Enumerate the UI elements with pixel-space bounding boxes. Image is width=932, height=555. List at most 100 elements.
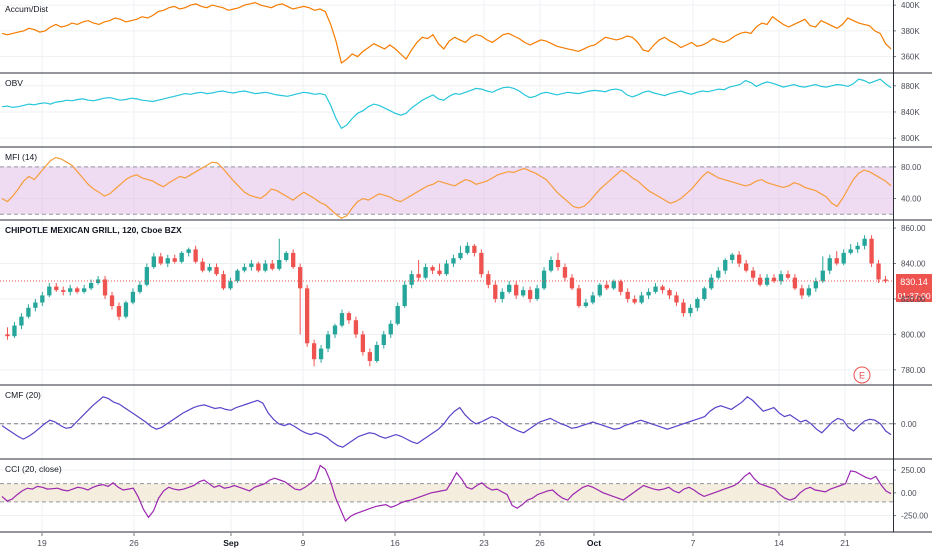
pane-mfi-14[interactable]: MFI (14) 80.00 40.00	[0, 152, 922, 219]
candle-down[interactable]	[353, 320, 359, 335]
time-axis[interactable]: 19 26 Sep 9 16 23 26 Oct 7 14 21	[37, 533, 850, 548]
candle-up[interactable]	[702, 288, 707, 299]
candle-up[interactable]	[88, 283, 94, 289]
candle-up[interactable]	[639, 295, 644, 303]
candle-down[interactable]	[479, 252, 484, 275]
candle-up[interactable]	[19, 316, 24, 326]
candle-up[interactable]	[444, 263, 449, 275]
candle-down[interactable]	[674, 295, 679, 303]
candle-up[interactable]	[820, 270, 825, 282]
candle-down[interactable]	[883, 279, 888, 282]
candle-down[interactable]	[109, 295, 115, 307]
candle-down[interactable]	[750, 270, 756, 278]
candle-up[interactable]	[40, 295, 45, 303]
candle-up[interactable]	[423, 267, 428, 278]
candle-down[interactable]	[221, 274, 226, 289]
candle-up[interactable]	[646, 291, 651, 296]
series-line[interactable]	[1, 78, 892, 130]
candle-down[interactable]	[562, 267, 568, 278]
candle-up[interactable]	[207, 267, 212, 271]
series-line[interactable]	[1, 464, 892, 523]
candle-down[interactable]	[604, 284, 609, 289]
candle-up[interactable]	[827, 258, 832, 271]
candle-up[interactable]	[402, 284, 407, 307]
candle-up[interactable]	[611, 281, 616, 289]
candle-down[interactable]	[270, 263, 275, 269]
candle-up[interactable]	[277, 259, 282, 269]
candle-up[interactable]	[235, 270, 240, 282]
candle-down[interactable]	[869, 238, 874, 264]
pane-chipotle-mexican-grill-120-cboe-bzx[interactable]: 830.14 01:37:00 E CHIPOTLE MEXICAN GRILL, 1…	[0, 224, 932, 384]
candle-down[interactable]	[799, 288, 805, 296]
candle-up[interactable]	[137, 284, 143, 292]
candle-up[interactable]	[123, 302, 129, 317]
candle-up[interactable]	[381, 334, 386, 346]
candle-up[interactable]	[723, 259, 728, 271]
candle-up[interactable]	[179, 252, 184, 262]
candle-down[interactable]	[304, 288, 310, 344]
candle-up[interactable]	[813, 281, 818, 289]
candle-down[interactable]	[737, 254, 742, 264]
candle-up[interactable]	[806, 288, 812, 296]
candle-up[interactable]	[855, 245, 860, 250]
candle-down[interactable]	[5, 334, 10, 337]
series-line[interactable]	[1, 396, 892, 448]
candle-down[interactable]	[632, 298, 637, 303]
candle-up[interactable]	[500, 291, 505, 299]
candle-up[interactable]	[332, 325, 338, 335]
candle-up[interactable]	[26, 307, 31, 317]
candle-up[interactable]	[186, 249, 191, 253]
candle-up[interactable]	[33, 302, 38, 308]
candle-down[interactable]	[569, 277, 575, 289]
candle-down[interactable]	[102, 279, 108, 296]
candle-up[interactable]	[12, 325, 17, 337]
candle-down[interactable]	[61, 290, 66, 292]
candle-up[interactable]	[339, 313, 345, 326]
candle-down[interactable]	[660, 286, 665, 291]
candle-down[interactable]	[346, 313, 352, 321]
candle-up[interactable]	[520, 290, 526, 296]
candle-down[interactable]	[681, 302, 686, 314]
candle-up[interactable]	[597, 284, 602, 296]
candle-down[interactable]	[555, 259, 561, 268]
pane-obv[interactable]: OBV 880K 840K 800K	[0, 78, 920, 143]
candle-down[interactable]	[367, 352, 373, 361]
candle-up[interactable]	[228, 281, 233, 289]
candle-up[interactable]	[165, 258, 170, 264]
candle-up[interactable]	[730, 254, 735, 260]
candle-up[interactable]	[249, 263, 254, 268]
candle-up[interactable]	[590, 295, 595, 303]
candle-down[interactable]	[214, 267, 219, 275]
candle-down[interactable]	[256, 263, 261, 271]
candle-up[interactable]	[318, 348, 324, 360]
candle-up[interactable]	[68, 288, 73, 292]
candle-up[interactable]	[688, 307, 693, 314]
candle-down[interactable]	[486, 274, 491, 285]
candle-up[interactable]	[47, 286, 52, 296]
candle-up[interactable]	[841, 252, 846, 264]
candle-down[interactable]	[792, 277, 798, 289]
candle-up[interactable]	[848, 249, 853, 253]
candle-down[interactable]	[430, 267, 435, 271]
candle-up[interactable]	[388, 323, 393, 335]
pane-accum-dist[interactable]: Accum/Dist 400K 380K 360K	[0, 1, 920, 65]
series-line[interactable]	[1, 1, 892, 65]
series-line[interactable]	[1, 156, 892, 219]
candle-up[interactable]	[144, 267, 150, 285]
candle-down[interactable]	[785, 274, 791, 278]
candle-down[interactable]	[416, 274, 421, 278]
candle-up[interactable]	[284, 252, 289, 260]
candle-up[interactable]	[263, 263, 268, 271]
candle-up[interactable]	[583, 302, 589, 307]
candle-up[interactable]	[130, 291, 136, 303]
candle-down[interactable]	[360, 334, 366, 353]
candle-up[interactable]	[695, 298, 700, 308]
candle-down[interactable]	[311, 343, 317, 360]
candle-down[interactable]	[116, 306, 122, 317]
pane-cci-20-close[interactable]: CCI (20, close) 250.00 0.00 -250.00	[0, 464, 929, 523]
candle-down[interactable]	[757, 277, 763, 285]
candle-up[interactable]	[395, 306, 400, 324]
candle-up[interactable]	[548, 259, 554, 271]
candle-down[interactable]	[298, 267, 303, 289]
